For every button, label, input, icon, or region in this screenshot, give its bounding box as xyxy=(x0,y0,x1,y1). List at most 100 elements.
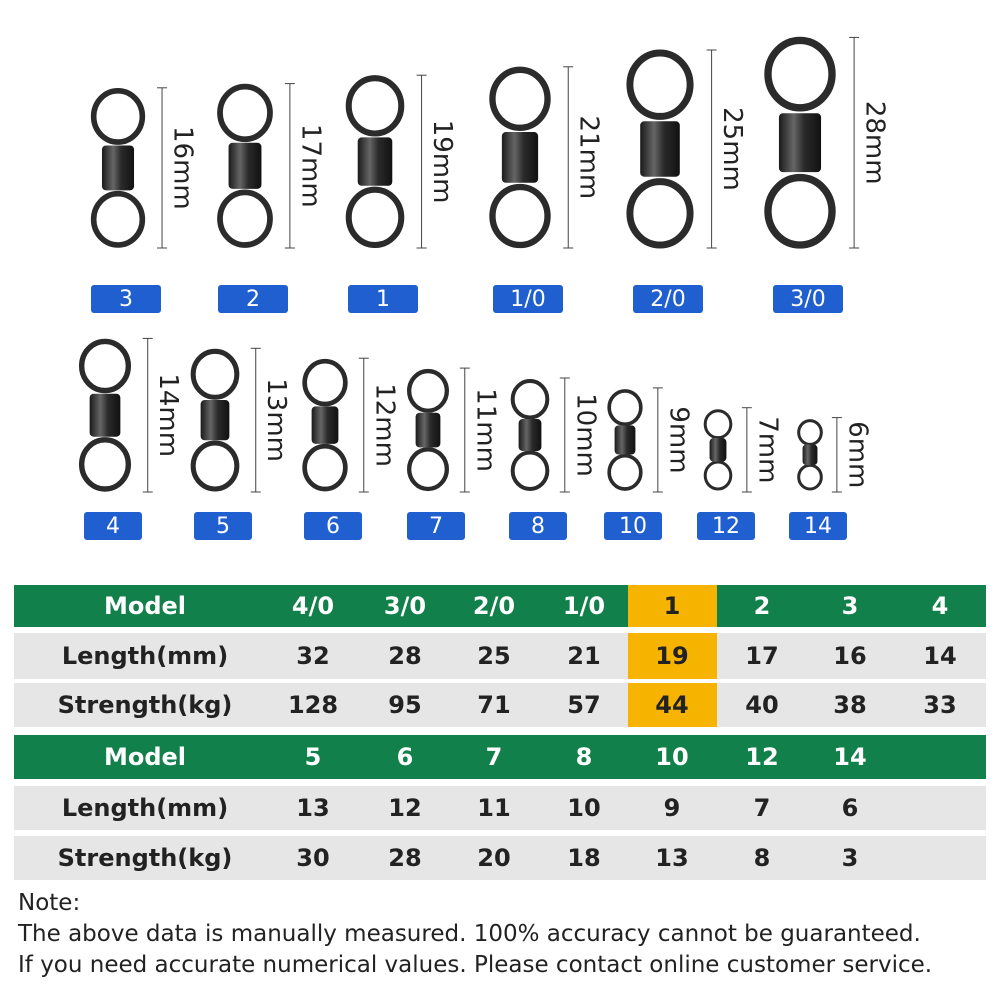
swivel-ring xyxy=(607,453,643,491)
length-label: 28mm xyxy=(860,101,890,185)
size-tag xyxy=(493,285,563,313)
length-label: 9mm xyxy=(663,406,693,473)
table-cell: 12 xyxy=(745,743,778,771)
swivel-ring xyxy=(190,348,240,400)
table-cell: 3/0 xyxy=(384,592,426,620)
table-cell: 19 xyxy=(655,642,688,670)
table-row xyxy=(14,633,986,679)
swivel-ring xyxy=(703,460,733,491)
table-header xyxy=(14,585,986,627)
swivel-ring xyxy=(78,338,132,394)
length-label: 21mm xyxy=(574,116,604,200)
table-cell: 25 xyxy=(477,642,510,670)
table-row xyxy=(14,786,986,830)
swivel-barrel xyxy=(415,412,441,448)
table-cell: 14 xyxy=(923,642,956,670)
highlight-cell xyxy=(628,683,717,727)
size-tag xyxy=(84,512,142,540)
size-tag xyxy=(509,512,567,540)
swivel-ring xyxy=(489,66,551,131)
length-label: 10mm xyxy=(570,393,600,477)
table-cell: 13 xyxy=(655,844,688,872)
swivel-barrel xyxy=(640,121,680,177)
swivel-barrel xyxy=(228,142,262,189)
table-cell: 95 xyxy=(388,691,421,719)
table-cell: Strength(kg) xyxy=(58,844,233,872)
table-cell: 28 xyxy=(388,844,421,872)
swivel-barrel xyxy=(709,438,727,462)
swivel-ring xyxy=(489,183,551,249)
highlight-cell xyxy=(628,585,717,627)
size-label: 1/0 xyxy=(510,287,545,312)
table-row xyxy=(14,836,986,880)
swivel-ring xyxy=(217,189,273,248)
table-cell: 18 xyxy=(567,844,600,872)
swivel-barrel xyxy=(501,132,539,183)
table-cell: 1 xyxy=(664,592,681,620)
swivel-barrel xyxy=(802,444,818,466)
swivel-ring xyxy=(90,87,146,145)
table-cell: 32 xyxy=(296,642,329,670)
length-label: 7mm xyxy=(752,416,782,483)
table-cell: 4/0 xyxy=(292,592,334,620)
table-cell: 5 xyxy=(305,743,322,771)
length-label: 16mm xyxy=(168,126,198,210)
size-label: 3 xyxy=(119,287,133,312)
swivel-ring xyxy=(703,409,733,440)
note-title: Note: xyxy=(18,890,80,916)
swivel-ring xyxy=(345,75,405,137)
swivel-barrel xyxy=(101,145,135,191)
swivel-barrel xyxy=(311,406,339,444)
table-cell: 28 xyxy=(388,642,421,670)
table-cell: 38 xyxy=(833,691,866,719)
table-cell: 7 xyxy=(754,794,771,822)
swivel-barrel xyxy=(89,393,121,437)
size-tag xyxy=(91,285,161,313)
table-cell: 7 xyxy=(486,743,503,771)
table-cell: 9 xyxy=(664,794,681,822)
table-cell: Length(mm) xyxy=(62,794,228,822)
size-tag xyxy=(218,285,288,313)
table-cell: 71 xyxy=(477,691,510,719)
size-label: 12 xyxy=(712,514,740,539)
table-cell: 10 xyxy=(655,743,688,771)
swivel-barrel xyxy=(778,113,822,173)
swivel-ring xyxy=(797,419,823,446)
size-label: 1 xyxy=(376,287,390,312)
size-label: 10 xyxy=(619,514,647,539)
table-cell: 20 xyxy=(477,844,510,872)
table-header xyxy=(14,735,986,779)
size-label: 7 xyxy=(429,514,443,539)
swivel-ring xyxy=(607,389,643,427)
size-tag xyxy=(604,512,662,540)
swivel-ring xyxy=(626,49,694,120)
table-cell: 21 xyxy=(567,642,600,670)
table-cell: 12 xyxy=(388,794,421,822)
table-cell: 44 xyxy=(655,691,688,719)
table-cell: Model xyxy=(104,592,186,620)
table-cell: 33 xyxy=(923,691,956,719)
table-cell: 40 xyxy=(745,691,778,719)
table-cell: Length(mm) xyxy=(62,642,228,670)
swivel-ring xyxy=(764,36,836,112)
swivel-barrel xyxy=(518,419,542,451)
length-label: 11mm xyxy=(470,388,500,472)
swivel-ring xyxy=(510,379,550,420)
swivel-ring xyxy=(302,443,348,492)
swivel-barrel xyxy=(357,137,393,186)
length-label: 25mm xyxy=(717,107,747,191)
swivel-ring xyxy=(217,83,273,143)
swivel-ring xyxy=(406,368,450,413)
table-cell: 17 xyxy=(745,642,778,670)
table-row xyxy=(14,683,986,727)
size-tag xyxy=(348,285,418,313)
swivel-ring xyxy=(406,447,450,492)
size-tag xyxy=(773,285,843,313)
table-cell: 11 xyxy=(477,794,510,822)
table-cell: 57 xyxy=(567,691,600,719)
length-label: 17mm xyxy=(295,124,325,208)
size-label: 2/0 xyxy=(650,287,685,312)
table-cell: 4 xyxy=(932,592,949,620)
size-label: 4 xyxy=(106,514,120,539)
highlight-cell xyxy=(628,633,717,679)
